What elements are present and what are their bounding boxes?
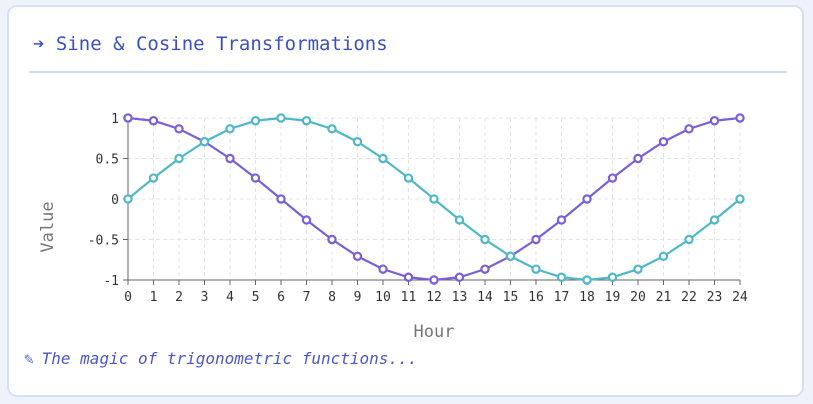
series-2-point [250,116,261,126]
series-1-point [250,173,261,183]
series-1-point [174,124,184,134]
series-2-point [505,251,516,261]
x-tick-label: 17 [554,290,570,305]
x-tick-label: 3 [201,290,209,305]
series-2-point [225,124,235,134]
chart-caption: ✎ The magic of trigonometric functions... [24,349,417,368]
series-2-point [174,153,184,164]
series-2-point [556,272,567,282]
caption-text: The magic of trigonometric functions... [41,349,418,368]
chart-title-text: Sine & Cosine Transformations [55,33,388,55]
series-1-point [709,116,720,126]
pencil-icon: ✎ [24,349,34,368]
series-2-point [582,275,592,285]
series-1-point [276,194,286,204]
series-2-point [352,137,363,147]
series-1-point [556,215,567,225]
x-tick-label: 16 [528,290,544,305]
series-2-point [709,215,720,225]
y-tick-label: 1 [111,112,119,127]
series-1-point [684,124,694,134]
series-2-point [684,234,694,245]
chart-card: ➔ Sine & Cosine Transformations [7,5,804,397]
series-1-point [327,234,337,245]
x-tick-label: 18 [579,290,595,305]
x-tick-label: 20 [630,290,646,305]
x-tick-label: 1 [150,290,158,305]
chart-series [123,113,745,285]
series-2-point [327,124,337,134]
series-1-point [454,272,465,282]
series-1-point [633,153,643,164]
x-tick-label: 8 [328,290,336,305]
x-tick-label: 7 [303,290,311,305]
series-2-point [378,153,388,164]
x-tick-label: 11 [401,290,417,305]
chart-axes: 0 1 2 3 4 5 6 7 8 9 10 11 12 13 14 15 16 17 18 19 20 21 22 23 24… [88,112,748,305]
series-1-point [531,234,541,245]
series-2-point [454,215,465,225]
x-tick-label: 14 [477,290,493,305]
series-1-point [225,153,235,164]
arrow-icon: ➔ [33,33,45,55]
series-1-point [378,264,388,274]
x-tick-label: 5 [252,290,260,305]
chart-title: ➔ Sine & Cosine Transformations [33,33,388,55]
x-tick-label: 2 [175,290,183,305]
x-tick-label: 21 [656,290,672,305]
series-2-point [658,251,669,261]
series-1-point [480,264,490,274]
x-tick-label: 24 [732,290,748,305]
x-tick-label: 22 [681,290,697,305]
series-1-point [429,275,439,285]
series-2-point [403,173,414,183]
series-2-point [480,234,490,245]
series-1-point [658,137,669,147]
series-1-point [123,113,133,123]
series-1-point [403,272,414,282]
y-tick-label: -1 [103,274,119,289]
y-tick-label: 0 [111,193,119,208]
x-tick-label: 6 [277,290,285,305]
x-tick-label: 23 [707,290,723,305]
x-tick-label: 4 [226,290,234,305]
series-2-point [276,113,286,123]
y-tick-label: -0.5 [88,234,119,249]
x-tick-label: 0 [124,290,132,305]
series-1-point [607,173,618,183]
series-1-point [301,215,312,225]
series-2-point [633,264,643,274]
series-2-point [735,194,745,204]
x-tick-label: 15 [503,290,519,305]
x-tick-label: 12 [426,290,442,305]
series-2-point [607,272,618,282]
y-tick-label: 0.5 [96,153,119,168]
x-tick-label: 19 [605,290,621,305]
x-tick-label: 10 [375,290,391,305]
series-2-point [123,194,133,204]
series-2-point [531,264,541,274]
series-2-point [301,116,312,126]
series-2-point [199,137,210,147]
series-1-point [148,116,159,126]
x-tick-label: 9 [354,290,362,305]
series-2-point [148,173,159,183]
series-2-point [429,194,439,204]
title-divider [29,71,787,73]
x-axis-label: Hour [414,322,455,342]
series-1-point [735,113,745,123]
series-1-point [582,194,592,204]
y-axis-label: Value [38,201,58,252]
x-tick-label: 13 [452,290,468,305]
series-1-point [352,251,363,261]
